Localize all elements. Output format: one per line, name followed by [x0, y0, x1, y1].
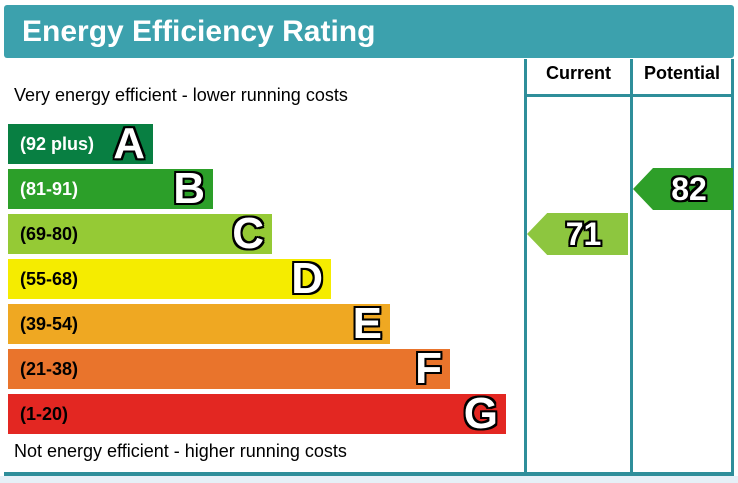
- band-letter: G: [463, 389, 498, 438]
- band-letter: D: [291, 254, 323, 303]
- current-rating-arrow: 71: [527, 213, 628, 255]
- band-range-label: (55-68): [20, 269, 79, 289]
- table-divider-current: [524, 59, 527, 476]
- potential-rating-value: 82: [671, 171, 707, 207]
- band-range-label: (1-20): [20, 404, 69, 424]
- table-divider-potential: [630, 59, 633, 476]
- band-range-label: (92 plus): [20, 134, 95, 154]
- band-row-D: (55-68) D: [8, 254, 331, 303]
- band-letter: A: [113, 119, 145, 168]
- band-letter: C: [232, 209, 264, 258]
- band-range-label: (21-38): [20, 359, 79, 379]
- band-row-E: (39-54) E: [8, 299, 390, 348]
- page-title: Energy Efficiency Rating: [4, 5, 734, 58]
- table-border-bottom: [4, 472, 734, 476]
- band-range-label: (39-54): [20, 314, 79, 334]
- band-letter: B: [173, 164, 205, 213]
- table-border-right: [731, 59, 734, 476]
- band-row-C: (69-80) C: [8, 209, 272, 258]
- top-note: Very energy efficient - lower running co…: [14, 85, 348, 105]
- potential-rating-arrow: 82: [633, 168, 733, 210]
- potential-column-header: Potential: [643, 63, 720, 83]
- current-column-header: Current: [545, 63, 611, 83]
- band-row-B: (81-91) B: [8, 164, 213, 213]
- band-range-label: (69-80): [20, 224, 79, 244]
- band-row-F: (21-38) F: [8, 344, 450, 393]
- band-row-G: (1-20) G: [8, 389, 506, 438]
- bottom-note: Not energy efficient - higher running co…: [14, 441, 347, 461]
- bottom-strip: [0, 476, 738, 483]
- current-rating-value: 71: [565, 216, 602, 252]
- rating-bands: (92 plus) A (81-91) B (69-80) C (55-68) D (39-54…: [8, 119, 506, 439]
- band-letter: F: [415, 344, 442, 393]
- header-underline: [524, 94, 734, 97]
- band-letter: E: [352, 299, 382, 348]
- band-row-A: (92 plus) A: [8, 119, 153, 168]
- band-range-label: (81-91): [20, 179, 79, 199]
